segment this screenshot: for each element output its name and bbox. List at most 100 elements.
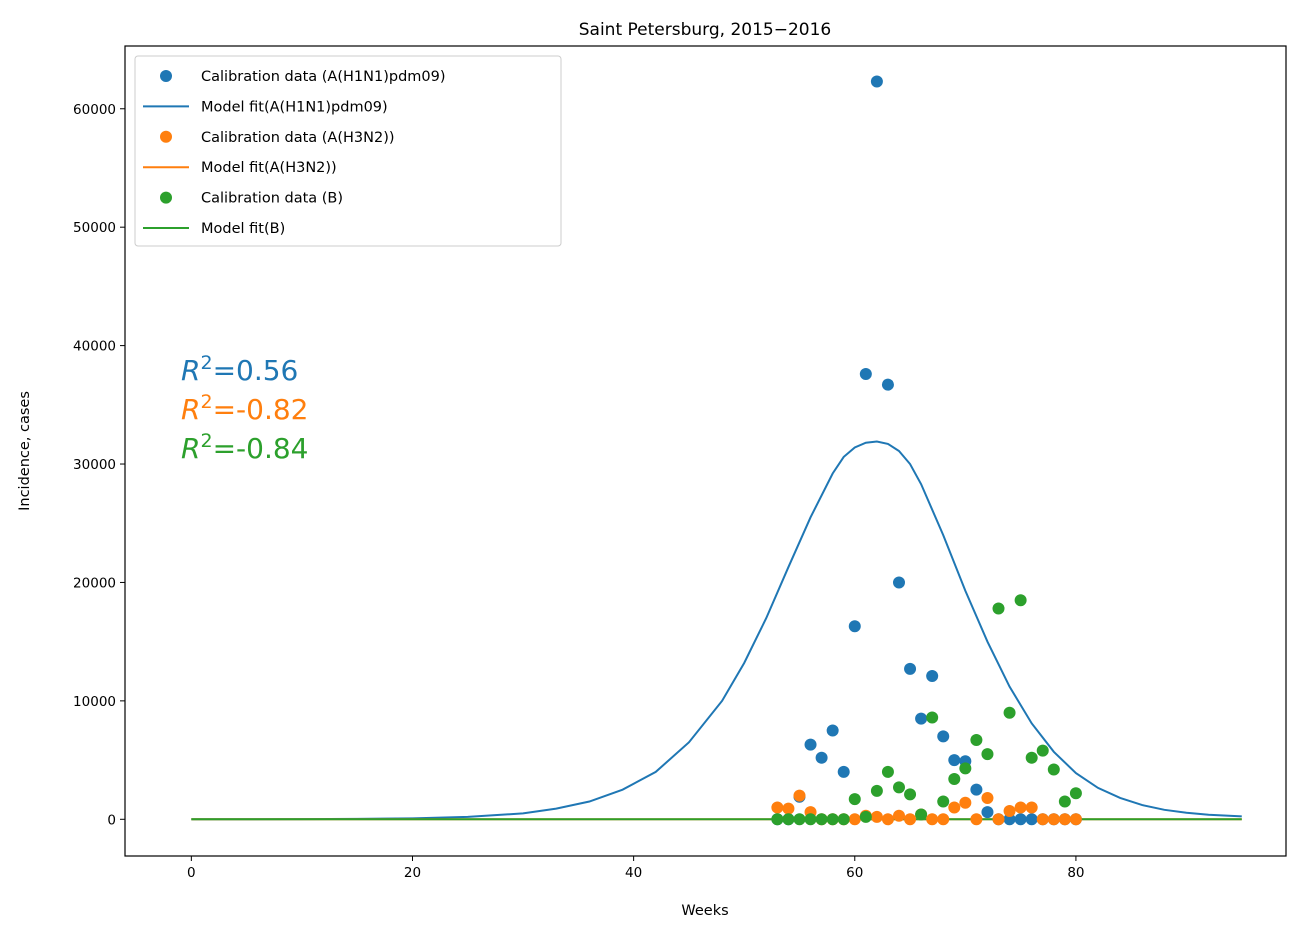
data-point-s1-16 — [948, 801, 961, 814]
data-point-s2-17 — [959, 762, 972, 775]
legend-marker-2 — [160, 130, 172, 143]
data-point-s1-24 — [1036, 813, 1049, 826]
data-point-s1-7 — [848, 813, 861, 826]
x-tick-label-2: 40 — [625, 865, 642, 881]
data-point-s2-23 — [1025, 751, 1038, 764]
data-point-s0-12 — [904, 662, 917, 675]
data-point-s1-10 — [881, 813, 894, 826]
data-point-s0-6 — [837, 765, 850, 778]
data-point-s2-9 — [870, 784, 883, 797]
data-point-s0-18 — [970, 783, 983, 796]
data-point-s1-22 — [1014, 801, 1027, 814]
data-point-s2-1 — [782, 813, 795, 826]
data-point-s1-0 — [771, 801, 784, 814]
data-point-s2-25 — [1047, 763, 1060, 776]
data-point-s1-14 — [926, 813, 939, 826]
data-point-s0-4 — [815, 751, 828, 764]
data-point-s0-13 — [915, 712, 928, 725]
data-point-s1-20 — [992, 813, 1005, 826]
data-point-s0-3 — [804, 738, 817, 751]
x-axis-title: Weeks — [681, 903, 728, 919]
legend-label-1: Model fit(A(H1N1)pdm09) — [201, 99, 388, 115]
x-tick-label-1: 20 — [404, 865, 421, 881]
legend-label-3: Model fit(A(H3N2)) — [201, 160, 337, 176]
data-point-s2-2 — [793, 813, 806, 826]
model-fit-line-0 — [191, 440, 1242, 821]
data-point-s2-8 — [859, 810, 872, 823]
data-point-s2-6 — [837, 813, 850, 826]
data-point-s0-21 — [1003, 813, 1016, 826]
data-point-s0-5 — [826, 724, 839, 737]
data-point-s1-23 — [1025, 801, 1038, 814]
data-point-s0-16 — [948, 754, 961, 767]
y-tick-label-0: 0 — [107, 812, 116, 828]
y-tick-label-2: 20000 — [73, 575, 116, 591]
data-point-s0-14 — [926, 670, 939, 682]
legend-marker-0 — [160, 70, 172, 82]
r-squared-annotation-0: R2=0.56 — [181, 352, 298, 387]
legend-label-0: Calibration data (A(H1N1)pdm09) — [201, 69, 446, 85]
data-point-s1-19 — [981, 791, 994, 804]
data-point-s1-21 — [1003, 805, 1016, 817]
data-point-s2-26 — [1058, 795, 1071, 808]
data-point-s0-7 — [848, 620, 861, 633]
x-tick-label-4: 80 — [1067, 865, 1084, 881]
data-point-s2-16 — [948, 773, 961, 786]
r-squared-annotation-1: R2=-0.82 — [181, 391, 308, 426]
y-tick-label-1: 10000 — [73, 694, 116, 710]
data-point-s1-9 — [870, 810, 883, 823]
data-point-s2-27 — [1069, 787, 1082, 800]
data-point-s1-2 — [793, 789, 806, 802]
data-point-s2-24 — [1036, 744, 1049, 757]
data-point-s1-1 — [782, 802, 795, 815]
data-point-s1-27 — [1069, 813, 1082, 826]
data-point-s2-7 — [848, 793, 861, 806]
y-tick-label-5: 50000 — [73, 220, 116, 236]
legend-label-4: Calibration data (B) — [201, 191, 343, 207]
data-point-s1-26 — [1058, 813, 1071, 826]
y-tick-label-3: 30000 — [73, 457, 116, 473]
y-tick-label-4: 40000 — [73, 339, 116, 355]
data-point-s0-22 — [1014, 813, 1027, 826]
data-point-s0-10 — [881, 378, 894, 391]
data-point-s0-11 — [893, 576, 905, 589]
data-point-s2-19 — [981, 748, 994, 761]
data-point-s2-20 — [992, 602, 1005, 615]
data-point-s0-23 — [1025, 813, 1038, 826]
data-point-s2-0 — [771, 813, 784, 826]
y-tick-label-6: 60000 — [73, 102, 116, 118]
data-point-s2-11 — [893, 781, 905, 794]
data-point-s2-10 — [881, 765, 894, 778]
data-point-s0-9 — [870, 75, 883, 88]
y-axis-title: Incidence, cases — [17, 391, 33, 511]
data-point-s1-18 — [970, 813, 983, 826]
legend-box — [134, 55, 562, 247]
data-point-s1-17 — [959, 796, 972, 809]
data-point-s2-5 — [826, 813, 839, 826]
data-point-s2-22 — [1014, 594, 1027, 607]
data-point-s1-12 — [904, 813, 917, 826]
data-point-s0-8 — [859, 368, 872, 381]
r-squared-annotation-2: R2=-0.84 — [181, 430, 308, 465]
legend-label-2: Calibration data (A(H3N2)) — [201, 130, 395, 146]
data-point-s2-15 — [937, 795, 950, 808]
legend-label-5: Model fit(B) — [201, 221, 285, 237]
data-point-s2-21 — [1003, 706, 1016, 719]
data-point-s1-11 — [893, 809, 905, 822]
legend-marker-4 — [160, 191, 172, 204]
data-point-s1-15 — [937, 813, 950, 826]
x-tick-label-0: 0 — [187, 865, 196, 881]
x-tick-label-3: 60 — [846, 865, 863, 881]
data-point-s0-19 — [981, 806, 994, 819]
data-point-s2-13 — [915, 808, 928, 821]
data-point-s2-4 — [815, 813, 828, 826]
plot-frame — [124, 45, 1287, 857]
data-point-s2-12 — [904, 788, 917, 801]
data-point-s2-18 — [970, 733, 983, 746]
chart-title: Saint Petersburg, 2015−2016 — [579, 20, 831, 40]
data-point-s1-25 — [1047, 813, 1060, 826]
data-point-s2-14 — [926, 711, 939, 724]
data-point-s0-15 — [937, 730, 950, 743]
data-point-s2-3 — [804, 813, 817, 826]
